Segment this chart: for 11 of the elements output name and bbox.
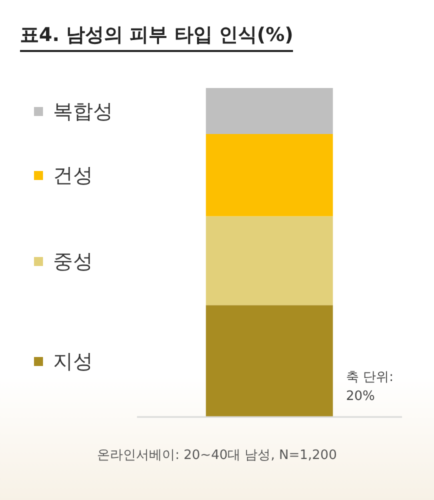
bar — [206, 216, 333, 306]
legend-label: 지성 — [53, 348, 93, 376]
text: 축 단위: 20% — [346, 369, 395, 406]
text: 온라인서베이: 20~40대 남성, N=1,200 — [96, 447, 338, 464]
legend-label: 중성 — [53, 248, 93, 275]
bar — [206, 88, 333, 134]
chart-title: 표4. 남성의 피부 타입 인식(%) — [20, 22, 294, 52]
bar — [206, 305, 333, 417]
bar — [206, 134, 333, 216]
legend-label: 건성 — [53, 162, 93, 189]
legend-label: 복합성 — [53, 98, 113, 125]
